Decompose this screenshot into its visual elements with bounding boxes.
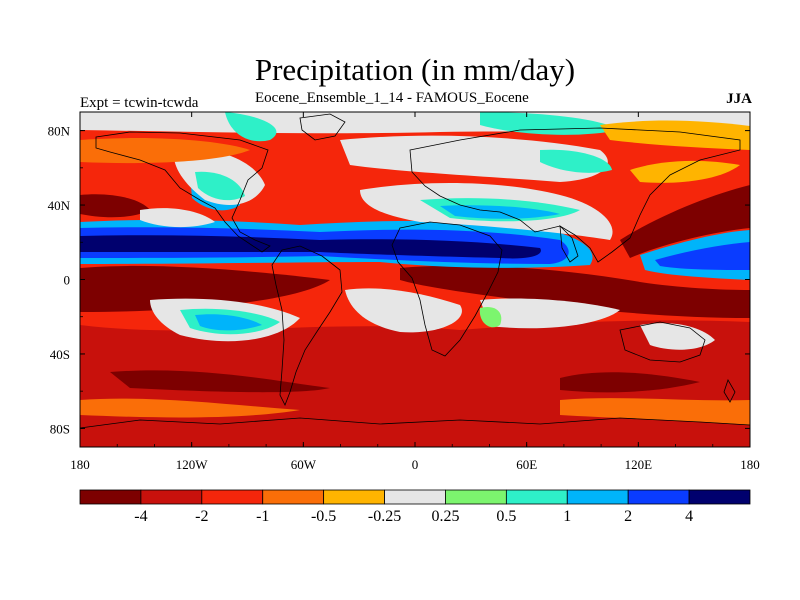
field-itcz-blue-core <box>80 235 541 259</box>
coastlines <box>80 113 750 429</box>
colorbar-swatch <box>201 489 264 505</box>
colorbar-label: 0.25 <box>431 508 459 525</box>
coastline-north-america <box>95 131 271 253</box>
field-arctic-cyan <box>225 112 277 142</box>
experiment-label: Expt = tcwin-tcwda <box>80 95 199 111</box>
field-north-eurasia-cyan <box>540 149 612 173</box>
colorbar-swatch <box>688 489 751 505</box>
field-south-atlantic-neutral <box>345 288 462 333</box>
y-tick-label: 40N <box>48 198 71 213</box>
colorbar-label: -0.25 <box>368 508 401 525</box>
x-tick-label: 120W <box>176 457 209 472</box>
x-tick-label: 120E <box>625 457 653 472</box>
y-tick-label: 0 <box>64 273 71 288</box>
field-south-orange-patch-2 <box>560 398 750 425</box>
colorbar-label: 1 <box>563 508 571 525</box>
plot-subtitle: Eocene_Ensemble_1_14 - FAMOUS_Eocene <box>255 90 529 106</box>
map-field <box>80 112 750 447</box>
x-tick-label: 60W <box>291 457 317 472</box>
coastline-africa <box>391 221 503 357</box>
axis-ticks: 180 120W 60W 0 60E 120E 180 80N 40N 0 40S 80S <box>48 112 760 472</box>
colorbar-swatch <box>262 489 325 505</box>
field-south-indian-green <box>479 306 502 328</box>
field-south-indian-neutral <box>480 298 620 329</box>
field-north-eurasia-neutral <box>340 135 608 182</box>
colorbar-label: -0.5 <box>311 508 336 525</box>
field-south-indian-neutral-2 <box>640 323 715 350</box>
colorbar-swatch <box>627 489 690 505</box>
y-tick-label: 80N <box>48 124 71 139</box>
x-tick-label: 60E <box>516 457 537 472</box>
field-north-orange <box>80 138 250 164</box>
field-eq-south-belt-2 <box>400 265 750 318</box>
colorbar-swatch <box>384 489 446 505</box>
field-north-orange-2 <box>600 120 750 150</box>
field-pacific-neutral-patch <box>140 208 215 228</box>
coastline-eurasia <box>409 127 741 263</box>
x-tick-label: 180 <box>740 457 760 472</box>
colorbar-label: 0.5 <box>496 508 516 525</box>
field-south-deep-band <box>110 370 330 393</box>
x-tick-label: 0 <box>412 457 419 472</box>
colorbar-swatch <box>566 489 629 505</box>
colorbar-swatch <box>445 489 507 505</box>
field-north-america-cyan <box>195 171 245 201</box>
colorbar-swatch <box>140 489 203 505</box>
field-south-orange-patch <box>80 398 300 418</box>
y-tick-label: 80S <box>50 421 70 436</box>
colorbar-label: 4 <box>685 508 693 525</box>
field-south-pacific-blue <box>195 314 262 331</box>
coastline-australia <box>619 321 706 363</box>
colorbar-swatch <box>79 489 142 505</box>
field-north-amber <box>630 160 740 183</box>
coastline-antarctica <box>80 417 750 429</box>
coastline-greenland <box>299 113 346 141</box>
coastline-south-america <box>271 245 343 406</box>
y-tick-label: 40S <box>50 347 70 362</box>
field-west-pacific-core <box>655 242 750 270</box>
coastline-india <box>559 224 579 263</box>
colorbar-label: 2 <box>624 508 632 525</box>
colorbar-label: -4 <box>134 508 147 525</box>
colorbar-swatch <box>505 489 568 505</box>
field-north-deepred <box>80 194 150 218</box>
colorbar-swatch <box>323 489 385 505</box>
field-eq-south-belt <box>80 265 330 312</box>
colorbar-label: -2 <box>195 508 208 525</box>
field-north-pacific-deepred <box>620 185 750 258</box>
season-label: JJA <box>726 91 752 107</box>
field-arctic-cyan-2 <box>480 112 620 135</box>
x-tick-label: 180 <box>70 457 90 472</box>
coastline-new-zealand <box>723 379 736 403</box>
plot-title: Precipitation (in mm/day) <box>254 52 576 87</box>
colorbar: -4 -2 -1 -0.5 -0.25 0.25 0.5 1 2 4 <box>79 489 751 525</box>
field-south-deep-band-2 <box>560 372 700 393</box>
colorbar-label: -1 <box>256 508 269 525</box>
